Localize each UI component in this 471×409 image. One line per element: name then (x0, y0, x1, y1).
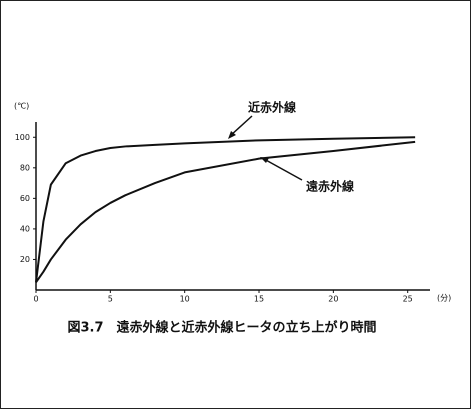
x-tick-label: 20 (328, 295, 338, 304)
y-tick-label: 60 (20, 194, 30, 203)
y-tick-label: 80 (20, 163, 30, 172)
y-unit: (℃) (14, 102, 29, 111)
x-unit: (分) (437, 294, 451, 303)
arrowhead (228, 131, 236, 139)
annotation-arrow (229, 115, 253, 137)
x-tick-label: 25 (403, 295, 413, 304)
series-line (35, 140, 416, 283)
caption: 図3.7 遠赤外線と近赤外線ヒータの立ち上がり時間 (67, 320, 376, 336)
y-tick-label: 20 (20, 255, 30, 264)
series-line (35, 136, 416, 283)
y-tick-label: 100 (15, 133, 30, 142)
annotation: 近赤外線 (248, 100, 296, 115)
x-tick-label: 15 (254, 295, 264, 304)
annotation: 遠赤外線 (306, 179, 354, 194)
annotation-arrow (263, 158, 303, 181)
x-tick-label: 10 (180, 295, 190, 304)
x-tick-label: 5 (108, 295, 113, 304)
y-tick-label: 40 (20, 224, 30, 233)
x-tick-label: 0 (33, 295, 38, 304)
